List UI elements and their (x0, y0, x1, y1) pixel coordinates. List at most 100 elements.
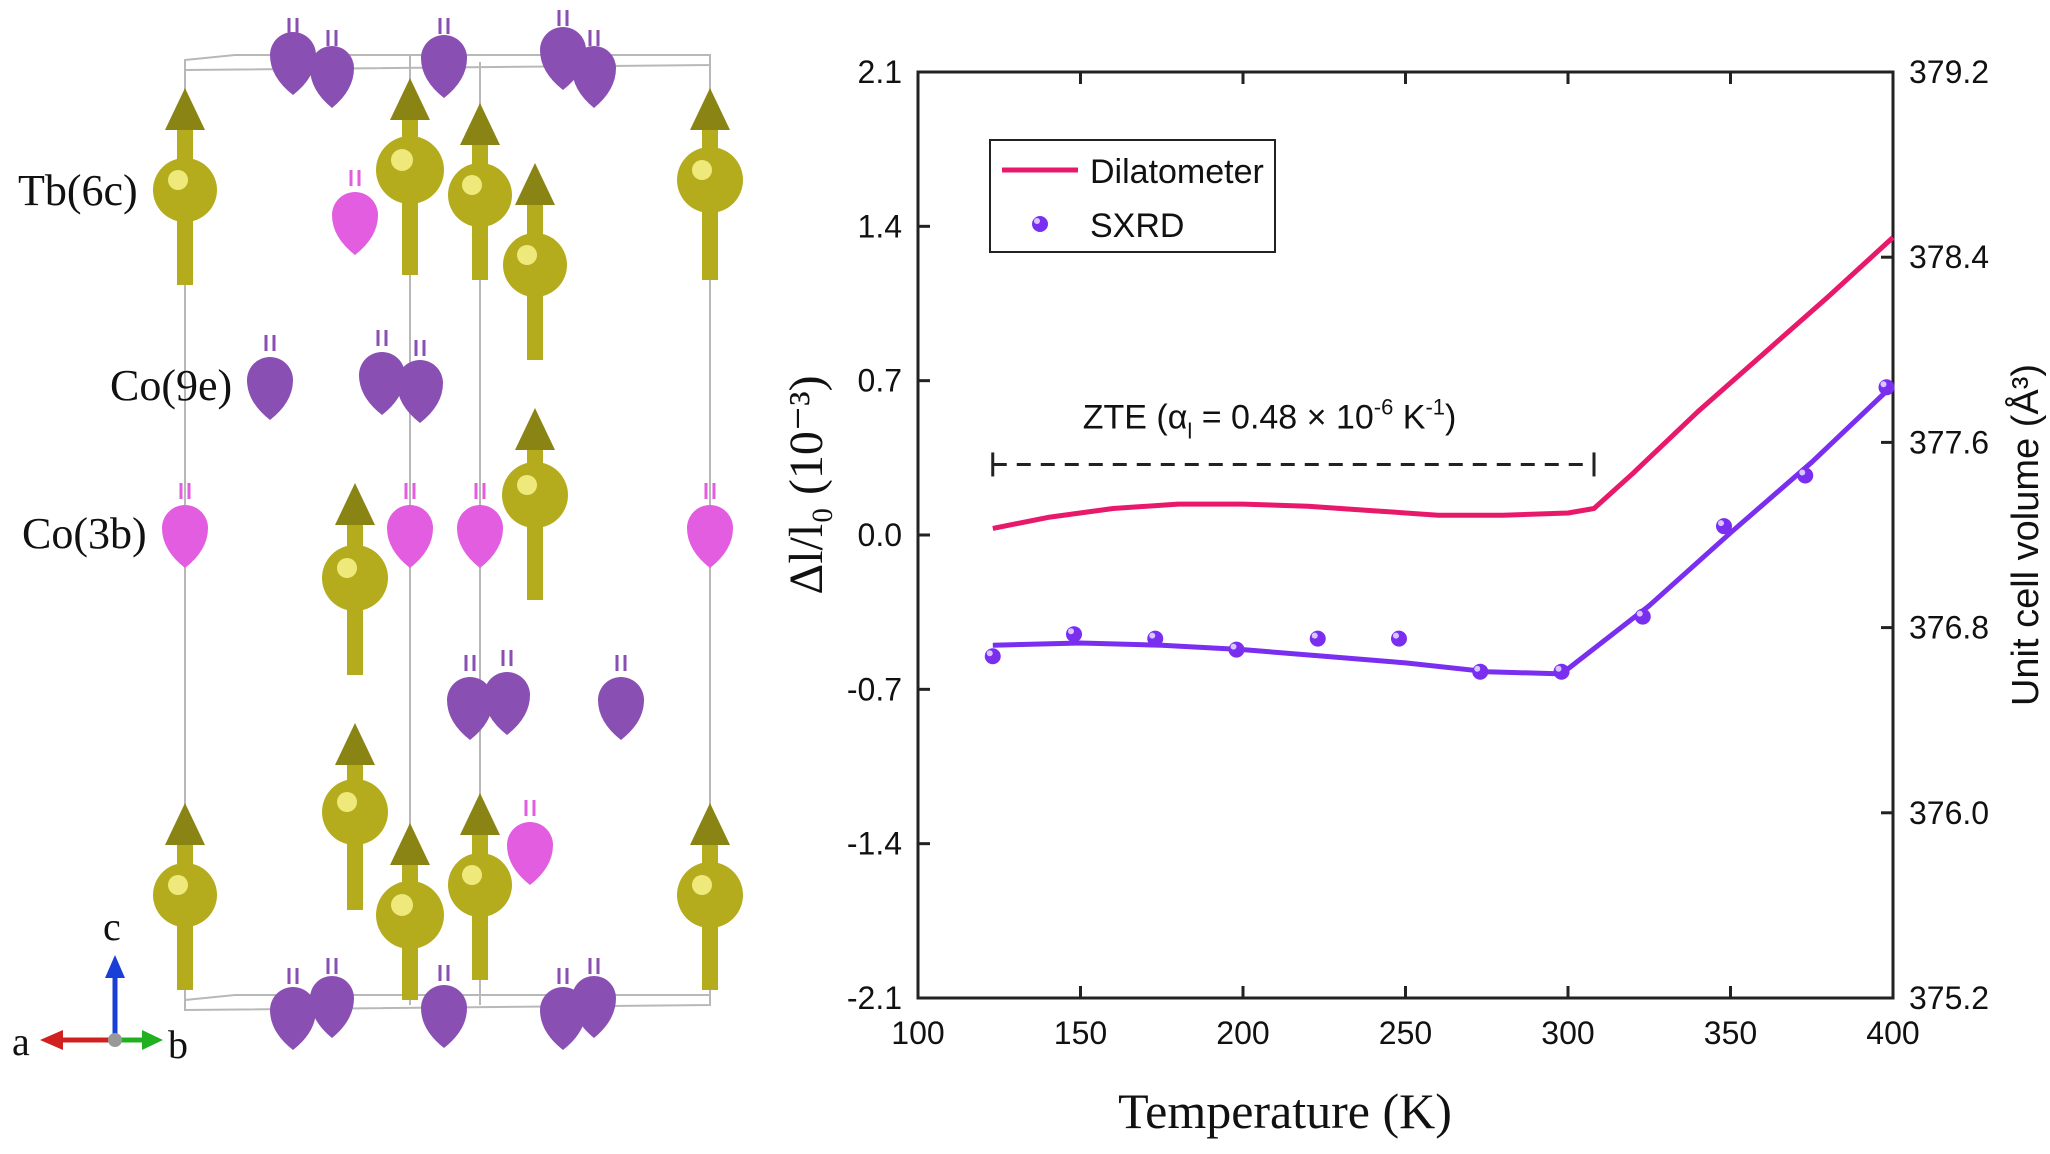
tb-atoms (153, 78, 743, 1000)
chart: 100 150 200 250 300 350 400 2.1 1.4 0.7 0.0 -0.7 -1… (780, 54, 2047, 1139)
legend-label-dilatometer: Dilatometer (1090, 153, 1264, 191)
label-co9e: Co(9e) (110, 361, 232, 410)
co9e-atom (247, 335, 293, 420)
sxrd-point-highlight (986, 650, 993, 657)
co9e-atom (447, 655, 493, 740)
sxrd-point (1472, 663, 1489, 680)
sxrd-point (1634, 608, 1651, 625)
co9e-atom (421, 965, 467, 1048)
label-tb6c: Tb(6c) (18, 166, 138, 215)
co3b-atom (457, 483, 503, 568)
co9e-atoms (247, 10, 644, 1050)
sxrd-point (1309, 630, 1326, 647)
tb-atom (153, 803, 217, 990)
crystal-structure: Tb(6c) Co(9e) Co(3b) c a b (12, 10, 743, 1067)
x-tick-label: 150 (1054, 1015, 1107, 1051)
co3b-atoms (161, 170, 733, 885)
left-y-tick-label: 1.4 (858, 208, 902, 244)
a-axis-label: a (12, 1019, 30, 1064)
tb-atom (153, 88, 217, 285)
x-tick-label: 300 (1541, 1015, 1594, 1051)
co9e-atom (484, 650, 530, 735)
x-axis-title: Temperature (K) (1118, 1083, 1452, 1139)
sxrd-point-highlight (1799, 469, 1806, 476)
right-y-tick-label: 376.0 (1909, 795, 1989, 831)
sxrd-point-highlight (1555, 665, 1562, 672)
co3b-atom (161, 483, 209, 568)
left-y-tick-label: -0.7 (847, 671, 902, 707)
sxrd-point-highlight (1474, 665, 1481, 672)
sxrd-point-highlight (1230, 643, 1237, 650)
sxrd-point (984, 648, 1001, 665)
co9e-atom (310, 958, 354, 1038)
tb-atom (503, 163, 567, 360)
tb-atom (448, 793, 512, 980)
x-tick-label: 100 (891, 1015, 944, 1051)
x-axis-ticks: 100 150 200 250 300 350 400 (891, 72, 1920, 1051)
left-y-tick-label: -1.4 (847, 826, 902, 862)
zte-label: ZTE (αl = 0.48 × 10-6 K-1) (1083, 394, 1457, 443)
co3b-atom (687, 483, 733, 568)
sxrd-point (1797, 467, 1814, 484)
tb-atom (376, 78, 444, 275)
right-y-tick-label: 377.6 (1909, 424, 1989, 460)
zte-annotation: ZTE (αl = 0.48 × 10-6 K-1) (991, 394, 1596, 477)
unit-cell-outline (184, 54, 711, 1012)
x-tick-label: 350 (1704, 1015, 1757, 1051)
sxrd-point-highlight (1311, 632, 1318, 639)
right-y-axis-ticks: 379.2 378.4 377.6 376.8 376.0 375.2 (1881, 54, 1989, 1016)
left-y-tick-label: 0.7 (858, 363, 902, 399)
series-layer (984, 235, 1895, 680)
x-tick-label: 200 (1216, 1015, 1269, 1051)
legend-box (989, 139, 1276, 253)
tb-atom (677, 803, 743, 990)
legend-label-sxrd: SXRD (1090, 207, 1184, 245)
sxrd-point (1716, 518, 1732, 535)
co9e-atom (572, 30, 616, 108)
co9e-atom (598, 655, 644, 740)
right-y-tick-label: 376.8 (1909, 610, 1989, 646)
tb-atom (448, 103, 512, 280)
right-y-tick-label: 379.2 (1909, 54, 1989, 90)
left-y-axis-ticks: 2.1 1.4 0.7 0.0 -0.7 -1.4 -2.1 (847, 54, 930, 1016)
right-y-tick-label: 375.2 (1909, 980, 1989, 1016)
axes-triad: c a b (12, 904, 188, 1067)
sxrd-point (1066, 626, 1082, 643)
tb-atom (677, 88, 743, 280)
co9e-atom (270, 18, 316, 95)
co3b-atom (331, 170, 378, 255)
x-tick-label: 250 (1379, 1015, 1432, 1051)
right-y-tick-label: 378.4 (1909, 239, 1989, 275)
sxrd-point-highlight (1149, 632, 1156, 639)
series-line-dilatometer (992, 235, 1895, 531)
b-axis-label: b (168, 1022, 188, 1067)
co3b-atom (507, 800, 553, 885)
sxrd-point (1553, 663, 1570, 680)
sxrd-point (1228, 641, 1245, 658)
sxrd-point-highlight (1068, 628, 1074, 635)
label-co3b: Co(3b) (22, 509, 147, 558)
left-y-tick-label: -2.1 (847, 980, 902, 1016)
left-y-tick-label: 2.1 (858, 54, 902, 90)
co9e-atom (310, 30, 354, 108)
co9e-atom (359, 330, 405, 415)
sxrd-point-highlight (1393, 632, 1399, 639)
c-axis-label: c (103, 904, 121, 949)
series-line-sxrd-fit (992, 383, 1895, 677)
co9e-atom (270, 968, 316, 1050)
sxrd-point-highlight (1718, 520, 1724, 527)
sxrd-point (1391, 630, 1407, 647)
sxrd-point (1147, 630, 1164, 647)
legend-marker-sxrd (1032, 216, 1048, 232)
tb-atom (502, 408, 568, 600)
left-y-tick-label: 0.0 (858, 517, 902, 553)
sxrd-point-highlight (1636, 610, 1643, 617)
x-tick-label: 400 (1866, 1015, 1919, 1051)
co9e-atom (572, 958, 616, 1038)
sxrd-point (1878, 379, 1895, 396)
left-y-axis-title: Δl/l₀ (10⁻³) (780, 375, 833, 594)
co9e-atom (421, 18, 467, 98)
co3b-atom (387, 483, 433, 568)
tb-atom (376, 823, 444, 1000)
